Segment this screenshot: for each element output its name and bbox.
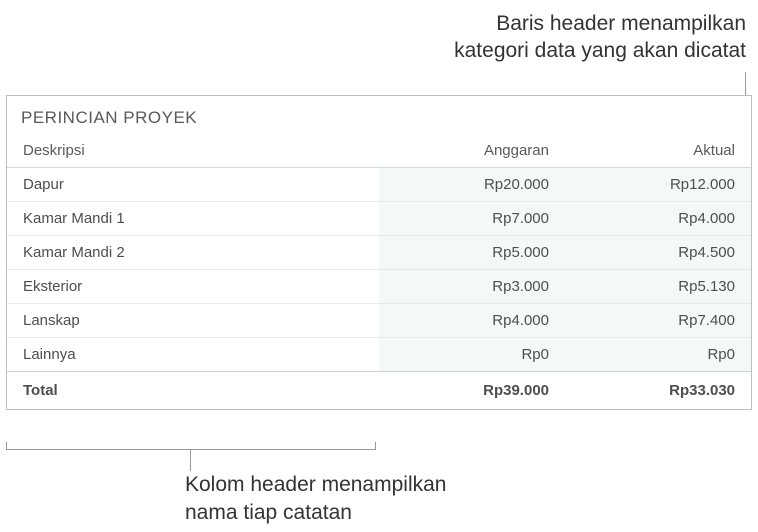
col-header-anggaran: Anggaran: [379, 136, 565, 168]
annotation-bottom: Kolom header menampilkan nama tiap catat…: [185, 471, 446, 526]
row-actual: Rp7.400: [565, 304, 751, 338]
row-budget: Rp20.000: [379, 168, 565, 202]
table-row: Kamar Mandi 1Rp7.000Rp4.000: [7, 202, 751, 236]
table-row: DapurRp20.000Rp12.000: [7, 168, 751, 202]
row-desc: Kamar Mandi 1: [7, 202, 379, 236]
row-budget: Rp4.000: [379, 304, 565, 338]
col-header-aktual: Aktual: [565, 136, 751, 168]
row-budget: Rp3.000: [379, 270, 565, 304]
table-footer-row: Total Rp39.000 Rp33.030: [7, 372, 751, 410]
project-table: Deskripsi Anggaran Aktual DapurRp20.000R…: [7, 136, 751, 409]
row-desc: Eksterior: [7, 270, 379, 304]
table-row: LanskapRp4.000Rp7.400: [7, 304, 751, 338]
annotation-top: Baris header menampilkan kategori data y…: [454, 10, 746, 65]
footer-label: Total: [7, 372, 379, 410]
annotation-bottom-line2: nama tiap catatan: [185, 501, 352, 524]
footer-actual: Rp33.030: [565, 372, 751, 410]
row-budget: Rp5.000: [379, 236, 565, 270]
col-header-deskripsi: Deskripsi: [7, 136, 379, 168]
footer-budget: Rp39.000: [379, 372, 565, 410]
table-row: LainnyaRp0Rp0: [7, 338, 751, 372]
annotation-top-line1: Baris header menampilkan: [496, 12, 746, 35]
row-budget: Rp7.000: [379, 202, 565, 236]
row-actual: Rp12.000: [565, 168, 751, 202]
table-body: DapurRp20.000Rp12.000Kamar Mandi 1Rp7.00…: [7, 168, 751, 372]
table-row: Kamar Mandi 2Rp5.000Rp4.500: [7, 236, 751, 270]
row-actual: Rp5.130: [565, 270, 751, 304]
row-desc: Kamar Mandi 2: [7, 236, 379, 270]
table-row: EksteriorRp3.000Rp5.130: [7, 270, 751, 304]
row-budget: Rp0: [379, 338, 565, 372]
row-desc: Lanskap: [7, 304, 379, 338]
project-table-container: PERINCIAN PROYEK Deskripsi Anggaran Aktu…: [6, 95, 752, 410]
annotation-bottom-line1: Kolom header menampilkan: [185, 473, 446, 496]
annotation-top-line2: kategori data yang akan dicatat: [454, 39, 746, 62]
row-actual: Rp0: [565, 338, 751, 372]
callout-bracket-stem: [190, 449, 191, 471]
table-title: PERINCIAN PROYEK: [7, 96, 751, 136]
row-desc: Dapur: [7, 168, 379, 202]
table-header-row: Deskripsi Anggaran Aktual: [7, 136, 751, 168]
row-actual: Rp4.500: [565, 236, 751, 270]
callout-bracket-horizontal: [6, 449, 376, 450]
row-actual: Rp4.000: [565, 202, 751, 236]
row-desc: Lainnya: [7, 338, 379, 372]
